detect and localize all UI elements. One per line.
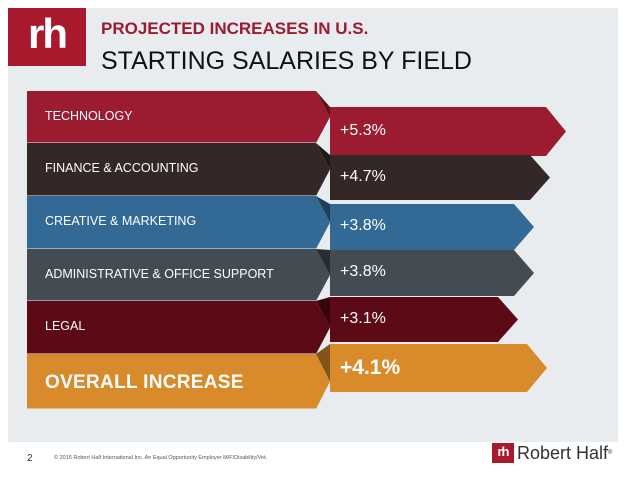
fold-technology <box>316 91 330 117</box>
field-value-finance-accounting: +4.7% <box>340 167 386 185</box>
fold-overall-increase <box>316 344 330 382</box>
rh-logo: rh <box>8 8 86 66</box>
brand-trademark: ® <box>608 450 613 456</box>
fold-finance-accounting <box>316 143 330 170</box>
field-label-legal: LEGAL <box>45 319 86 333</box>
fold-creative-marketing <box>316 196 330 223</box>
robert-half-brand: rh Robert Half ® <box>492 442 612 464</box>
field-value-administrative-office-support: +3.8% <box>340 263 386 280</box>
page-number: 2 <box>27 453 33 464</box>
field-label-finance-accounting: FINANCE & ACCOUNTING <box>45 161 199 175</box>
slide-subtitle: PROJECTED INCREASES IN U.S. <box>101 19 369 38</box>
band-overall-increase <box>27 354 330 409</box>
band-technology <box>27 91 330 143</box>
arrow-creative-marketing <box>330 204 534 250</box>
fold-legal <box>316 297 330 328</box>
arrow-technology <box>330 107 566 156</box>
band-finance-accounting <box>27 143 330 196</box>
field-label-overall-increase: OVERALL INCREASE <box>45 372 244 393</box>
field-label-creative-marketing: CREATIVE & MARKETING <box>45 214 197 228</box>
brand-mark: rh <box>492 443 514 463</box>
field-value-technology: +5.3% <box>340 121 386 139</box>
slide-title: STARTING SALARIES BY FIELD <box>101 47 472 75</box>
band-legal <box>27 301 330 354</box>
band-creative-marketing <box>27 196 330 249</box>
band-administrative-office-support <box>27 249 330 301</box>
field-label-technology: TECHNOLOGY <box>45 109 133 123</box>
arrow-overall-increase <box>330 344 547 392</box>
arrow-legal <box>330 297 518 342</box>
arrow-finance-accounting <box>330 155 550 200</box>
copyright-text: © 2015 Robert Half International Inc. An… <box>54 455 268 461</box>
arrow-administrative-office-support <box>330 250 534 296</box>
brand-name: Robert Half <box>517 442 609 463</box>
fold-administrative-office-support <box>316 249 330 275</box>
field-value-creative-marketing: +3.8% <box>340 217 386 234</box>
field-label-administrative-office-support: ADMINISTRATIVE & OFFICE SUPPORT <box>45 267 274 281</box>
field-value-overall-increase: +4.1% <box>340 356 401 379</box>
field-value-legal: +3.1% <box>340 309 386 327</box>
